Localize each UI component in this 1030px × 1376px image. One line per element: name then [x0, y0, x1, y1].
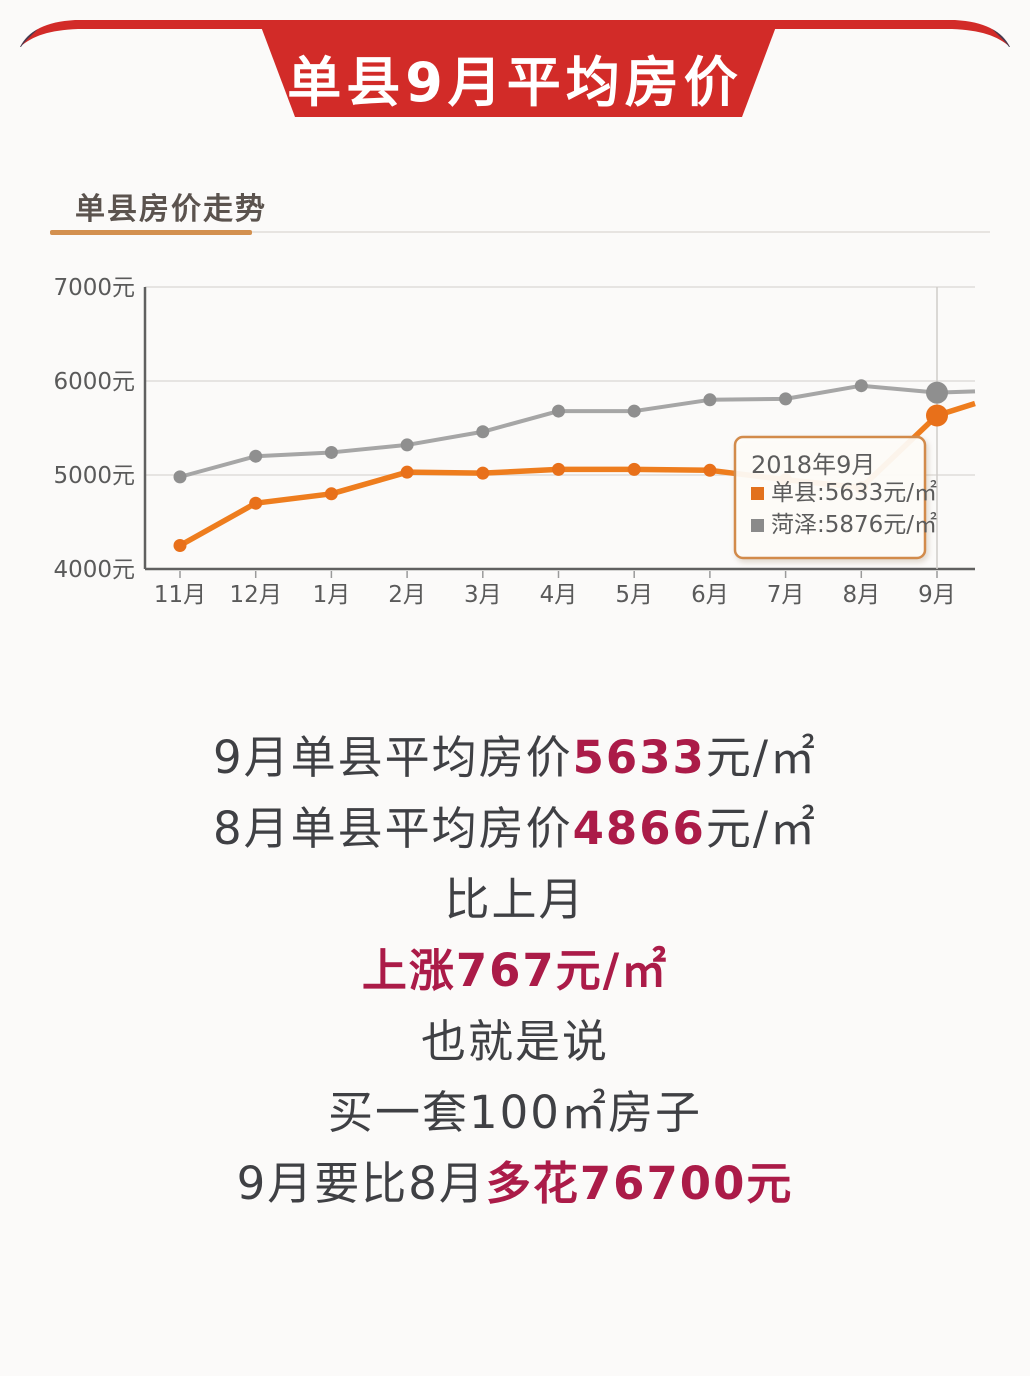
- x-tick-label: 8月: [842, 582, 880, 608]
- title-banner: 单县9月平均房价: [0, 0, 1030, 140]
- x-tick-label: 1月: [313, 582, 351, 608]
- data-dot-单县: [249, 496, 263, 510]
- data-dot-菏泽: [552, 404, 565, 418]
- data-dot-菏泽: [400, 438, 414, 452]
- x-tick-label: 3月: [464, 582, 502, 608]
- x-tick-label: 5月: [615, 582, 653, 608]
- x-tick-label: 11月: [154, 582, 206, 608]
- summary-text: 9月要比8月: [236, 1157, 486, 1210]
- highlight-dot-单县: [926, 404, 948, 427]
- data-dot-单县: [476, 466, 490, 480]
- data-dot-菏泽: [476, 425, 490, 439]
- x-tick-label: 9月: [918, 582, 956, 608]
- x-tick-label: 4月: [540, 582, 578, 608]
- data-dot-单县: [173, 539, 187, 552]
- summary-text: 元/㎡: [705, 802, 818, 855]
- summary-text: 买一套100㎡房子: [328, 1086, 702, 1139]
- chart-header-accent-bar: [50, 230, 252, 235]
- data-dot-菏泽: [854, 379, 868, 393]
- summary: 9月单县平均房价5633元/㎡ 8月单县平均房价4866元/㎡ 比上月 上涨76…: [0, 722, 1030, 1219]
- summary-highlight: 上涨767元/㎡: [361, 944, 669, 997]
- data-dot-单县: [703, 463, 717, 477]
- summary-text: 元/㎡: [705, 731, 818, 784]
- tooltip-row-菏泽: 菏泽:5876元/㎡: [771, 512, 937, 538]
- x-tick-label: 7月: [767, 582, 805, 608]
- chart-header-divider: [50, 230, 990, 235]
- summary-text: 比上月: [444, 873, 586, 926]
- summary-highlight: 5633: [572, 731, 706, 784]
- price-trend-chart: 4000元 5000元 6000元 7000元 11月 12月 1月 2月 3月 4月 5月 6月 7月…: [50, 240, 990, 630]
- x-tick-label: 2月: [388, 582, 426, 608]
- y-tick-label: 5000元: [53, 463, 135, 489]
- data-dot-单县: [324, 487, 338, 501]
- banner-ribbon-graphic: [20, 20, 1010, 117]
- summary-text: 8月单县平均房价: [212, 802, 573, 855]
- summary-line-that-is: 也就是说: [0, 1006, 1030, 1077]
- series-line-菏泽: [179, 383, 976, 479]
- x-tick-label: 6月: [691, 582, 729, 608]
- line-chart-canvas: 4000元 5000元 6000元 7000元 11月 12月 1月 2月 3月 4月 5月 6月 7月…: [53, 275, 976, 608]
- banner-trapezoid: [260, 24, 777, 117]
- tooltip-legend-swatch-单县: [751, 487, 764, 500]
- data-dot-菏泽: [703, 393, 717, 407]
- summary-line-sep-price: 9月单县平均房价5633元/㎡: [0, 722, 1030, 793]
- summary-line-vs-last-month: 比上月: [0, 864, 1030, 935]
- summary-text: 也就是说: [420, 1015, 609, 1068]
- summary-text: 9月单县平均房价: [212, 731, 573, 784]
- banner-ribbon-tip-right: [992, 29, 1010, 47]
- highlight-dot-菏泽: [926, 381, 948, 404]
- summary-line-100sqm: 买一套100㎡房子: [0, 1077, 1030, 1148]
- data-dot-菏泽: [324, 445, 338, 459]
- data-dot-菏泽: [249, 449, 263, 463]
- summary-line-aug-price: 8月单县平均房价4866元/㎡: [0, 793, 1030, 864]
- summary-line-extra-cost: 9月要比8月多花76700元: [0, 1148, 1030, 1219]
- summary-highlight: 多花76700元: [485, 1157, 794, 1210]
- data-dot-菏泽: [627, 404, 641, 418]
- x-tick-label: 12月: [230, 582, 282, 608]
- data-dot-菏泽: [779, 392, 793, 406]
- data-dot-单县: [400, 465, 414, 479]
- tooltip-title: 2018年9月: [751, 451, 875, 479]
- summary-highlight: 4866: [572, 802, 706, 855]
- page-title: 单县9月平均房价: [287, 51, 743, 114]
- data-dot-单县: [552, 462, 565, 476]
- banner-ribbon-tip-left: [20, 29, 38, 47]
- tooltip-legend-swatch-菏泽: [751, 519, 764, 532]
- y-tick-label: 6000元: [53, 369, 135, 395]
- data-dot-菏泽: [173, 470, 187, 484]
- data-dot-单县: [627, 462, 641, 476]
- tooltip-box: [733, 435, 927, 560]
- summary-line-increase: 上涨767元/㎡: [0, 935, 1030, 1006]
- y-tick-label: 4000元: [53, 557, 135, 583]
- chart-title: 单县房价走势: [75, 192, 267, 227]
- tooltip-row-单县: 单县:5633元/㎡: [771, 480, 937, 506]
- y-tick-label: 7000元: [53, 275, 135, 301]
